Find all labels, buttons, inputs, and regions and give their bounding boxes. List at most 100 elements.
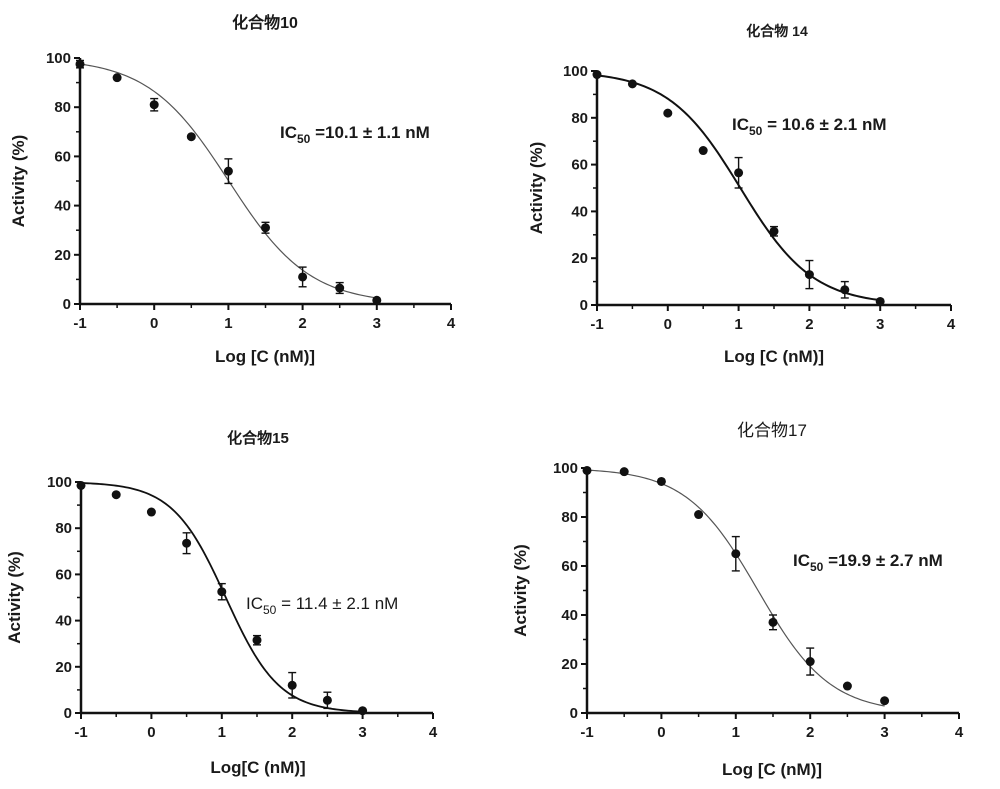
ic50-subscript: 50 [297, 132, 311, 146]
x-tick-label: -1 [580, 724, 593, 741]
ic50-prefix: IC [793, 551, 810, 570]
data-point [804, 270, 814, 280]
ic50-annotation: IC50 =19.9 ± 2.7 nM [793, 551, 943, 574]
y-tick-label: 0 [580, 297, 588, 314]
ic50-prefix: IC [246, 594, 263, 613]
ic50-value: = 11.4 ± 2.1 nM [276, 594, 398, 613]
y-tick-label: 80 [55, 520, 72, 537]
x-tick-label: 4 [429, 724, 438, 741]
data-point [734, 168, 744, 178]
y-tick-label: 20 [55, 659, 72, 676]
x-tick-label: 1 [218, 724, 226, 741]
y-tick-label: 60 [54, 148, 71, 165]
x-tick-label: -1 [590, 316, 603, 333]
ic50-annotation: IC50 =10.1 ± 1.1 nM [280, 123, 430, 146]
chart-title: 化合物17 [737, 421, 807, 440]
x-tick-label: 0 [147, 724, 155, 741]
data-point [146, 507, 156, 517]
x-axis-label: Log [C (nM)] [724, 347, 824, 366]
y-tick-label: 20 [54, 247, 71, 264]
data-point [627, 79, 637, 89]
data-point [663, 108, 673, 118]
y-tick-label: 40 [54, 198, 71, 215]
y-tick-label: 60 [561, 558, 578, 575]
data-point [111, 490, 121, 500]
y-tick-label: 40 [571, 203, 588, 220]
ic50-value: =19.9 ± 2.7 nM [823, 551, 942, 570]
ic50-value: =10.1 ± 1.1 nM [310, 123, 429, 142]
data-point [76, 480, 86, 490]
x-tick-label: 1 [732, 724, 740, 741]
data-point [880, 696, 890, 706]
x-tick-label: 3 [373, 315, 381, 332]
y-tick-label: 100 [47, 474, 72, 491]
y-tick-label: 80 [571, 110, 588, 127]
y-tick-label: 40 [561, 607, 578, 624]
x-tick-label: 3 [876, 316, 884, 333]
ic50-value: = 10.6 ± 2.1 nM [762, 115, 886, 134]
fit-curve [586, 469, 885, 707]
data-point [768, 617, 778, 627]
data-point [186, 132, 196, 142]
data-point [842, 681, 852, 691]
x-axis-label: Log [C (nM)] [722, 760, 822, 779]
data-point [112, 73, 122, 83]
x-tick-label: 3 [358, 724, 366, 741]
x-tick-label: 0 [150, 315, 158, 332]
data-point [75, 59, 85, 69]
y-axis-label: Activity (%) [527, 142, 546, 235]
chart-title: 化合物15 [227, 429, 289, 447]
y-tick-label: 0 [64, 705, 72, 722]
data-point [769, 226, 779, 236]
x-tick-label: 1 [734, 316, 742, 333]
data-point [252, 635, 262, 645]
ic50-subscript: 50 [749, 124, 763, 138]
data-point [322, 695, 332, 705]
data-point [592, 70, 602, 80]
ic50-prefix: IC [732, 115, 749, 134]
x-tick-label: 4 [955, 724, 964, 741]
data-point [335, 283, 345, 293]
data-point [656, 476, 666, 486]
x-tick-label: 0 [657, 724, 665, 741]
x-tick-label: 3 [880, 724, 888, 741]
ic50-subscript: 50 [263, 603, 277, 617]
y-tick-label: 80 [561, 509, 578, 526]
x-axis-label: Log[C (nM)] [210, 758, 305, 777]
data-point [298, 272, 308, 282]
x-tick-label: 2 [288, 724, 296, 741]
ic50-annotation: IC50 = 11.4 ± 2.1 nM [246, 594, 398, 617]
y-tick-label: 0 [63, 296, 71, 313]
data-point [287, 680, 297, 690]
x-tick-label: 2 [805, 316, 813, 333]
data-point [805, 657, 815, 667]
x-tick-label: 2 [806, 724, 814, 741]
y-axis-label: Activity (%) [9, 135, 28, 228]
y-tick-label: 0 [570, 705, 578, 722]
data-point [840, 285, 850, 295]
y-tick-label: 100 [46, 50, 71, 67]
x-tick-label: -1 [74, 724, 87, 741]
data-point [694, 510, 704, 520]
y-tick-label: 100 [563, 63, 588, 80]
chart-title: 化合物 14 [746, 23, 808, 39]
x-tick-label: 2 [298, 315, 306, 332]
data-point [149, 100, 159, 110]
data-point [217, 587, 227, 597]
data-point [261, 223, 270, 233]
ic50-subscript: 50 [810, 560, 824, 574]
ic50-annotation: IC50 = 10.6 ± 2.1 nM [732, 115, 887, 138]
data-point [223, 166, 233, 176]
data-point [698, 146, 708, 156]
data-point [731, 549, 741, 559]
x-tick-label: -1 [73, 315, 86, 332]
y-tick-label: 60 [571, 157, 588, 174]
data-point [182, 538, 192, 548]
y-tick-label: 80 [54, 99, 71, 116]
data-point [582, 465, 592, 475]
